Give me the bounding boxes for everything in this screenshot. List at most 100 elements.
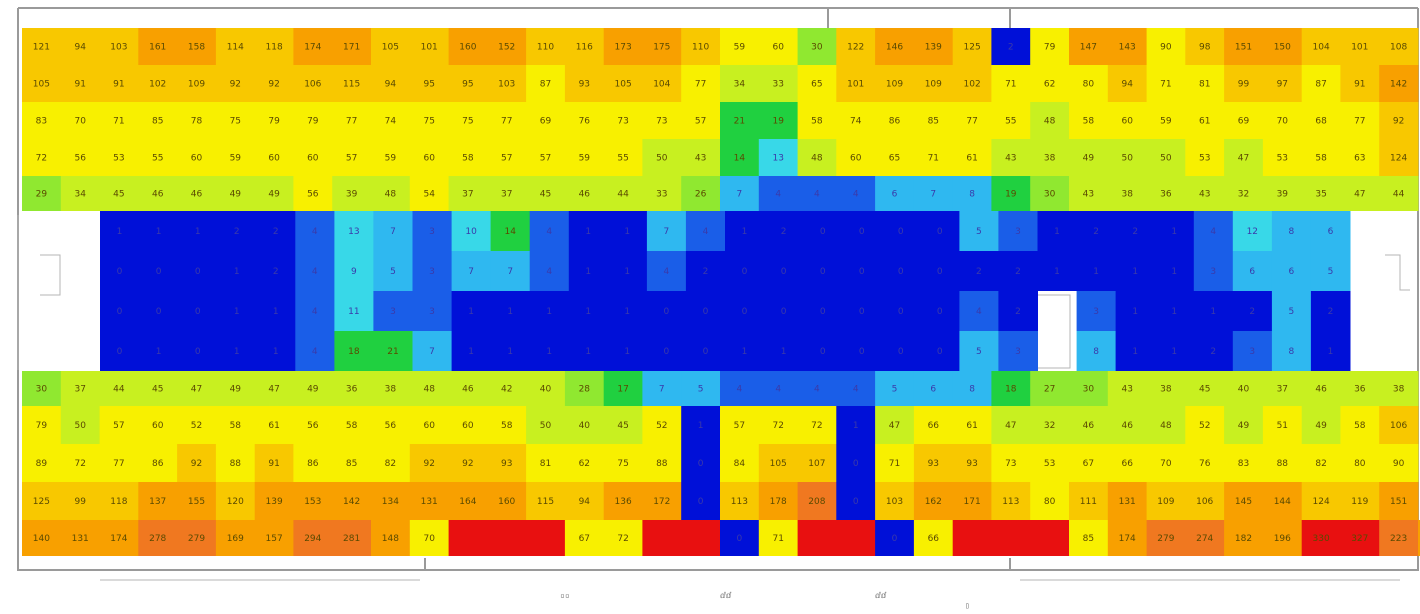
cell-value-label: 75 bbox=[462, 117, 473, 127]
heatmap-cell bbox=[1185, 28, 1225, 65]
cell-value-label: 1 bbox=[624, 307, 630, 317]
cell-value-label: 109 bbox=[1157, 497, 1174, 507]
heatmap-cell bbox=[1379, 406, 1419, 444]
heatmap-cell bbox=[60, 65, 101, 102]
heatmap-cell bbox=[334, 251, 374, 291]
heatmap-cell bbox=[1232, 251, 1273, 291]
cell-value-label: 11 bbox=[348, 307, 359, 317]
heatmap-cell bbox=[99, 482, 139, 520]
cell-value-label: 5 bbox=[390, 267, 396, 277]
cell-value-label: 121 bbox=[33, 43, 50, 53]
cell-value-label: 71 bbox=[889, 459, 900, 469]
heatmap-cell bbox=[448, 28, 488, 65]
cell-value-label: 88 bbox=[656, 459, 668, 469]
heatmap-cell bbox=[603, 520, 643, 556]
heatmap-cell bbox=[99, 371, 139, 406]
cell-value-label: 33 bbox=[656, 190, 667, 200]
cell-value-label: 82 bbox=[385, 459, 396, 469]
heatmap-cell bbox=[642, 520, 682, 556]
cell-value-label: 53 bbox=[1277, 154, 1288, 164]
cell-value-label: 0 bbox=[820, 267, 826, 277]
heatmap-cell bbox=[215, 102, 256, 139]
heatmap-cell bbox=[529, 251, 570, 291]
heatmap-cell bbox=[842, 211, 882, 251]
heatmap-cell bbox=[254, 482, 294, 520]
cell-value-label: 44 bbox=[113, 385, 125, 395]
heatmap-cell bbox=[1340, 102, 1380, 139]
cell-value-label: 1 bbox=[273, 347, 279, 357]
cell-value-label: 59 bbox=[230, 154, 242, 164]
heatmap-cell bbox=[293, 406, 333, 444]
heatmap-cell bbox=[371, 482, 411, 520]
cell-value-label: 91 bbox=[1354, 80, 1365, 90]
cell-value-label: 65 bbox=[811, 80, 822, 90]
heatmap-cell bbox=[138, 482, 178, 520]
cell-value-label: 66 bbox=[1121, 459, 1133, 469]
heatmap-cell bbox=[603, 28, 643, 65]
cell-value-label: 66 bbox=[928, 421, 940, 431]
cell-value-label: 4 bbox=[976, 307, 982, 317]
cell-value-label: 124 bbox=[1313, 497, 1330, 507]
heatmap-cell bbox=[487, 444, 527, 482]
heatmap-cell bbox=[254, 444, 294, 482]
heatmap-cell bbox=[1107, 406, 1148, 444]
heatmap-cell bbox=[603, 139, 643, 176]
cell-value-label: 8 bbox=[969, 190, 975, 200]
cell-value-label: 84 bbox=[734, 459, 746, 469]
heatmap-cell bbox=[60, 139, 101, 176]
cell-value-label: 38 bbox=[1160, 385, 1172, 395]
cell-value-label: 26 bbox=[695, 190, 707, 200]
heatmap-cell bbox=[952, 406, 992, 444]
heatmap-cell bbox=[568, 331, 609, 371]
cell-value-label: 92 bbox=[191, 459, 202, 469]
cell-value-label: 36 bbox=[1354, 385, 1366, 395]
cell-value-label: 45 bbox=[617, 421, 628, 431]
heatmap-cell bbox=[842, 251, 882, 291]
cell-value-label: 57 bbox=[695, 117, 706, 127]
cell-value-label: 69 bbox=[1238, 117, 1250, 127]
cell-value-label: 1 bbox=[273, 307, 279, 317]
heatmap-cell bbox=[254, 102, 294, 139]
heatmap-cell bbox=[803, 331, 843, 371]
cell-value-label: 1 bbox=[156, 347, 162, 357]
cell-value-label: 1 bbox=[1210, 307, 1216, 317]
heatmap-cell bbox=[881, 211, 921, 251]
cell-value-label: 1 bbox=[468, 307, 474, 317]
heatmap-cell bbox=[836, 406, 876, 444]
heatmap-cell bbox=[836, 520, 876, 556]
cell-value-label: 144 bbox=[1274, 497, 1291, 507]
heatmap-cell bbox=[371, 176, 411, 211]
cell-value-label: 6 bbox=[930, 385, 936, 395]
heatmap-cell bbox=[448, 520, 488, 556]
heatmap-cell bbox=[913, 444, 954, 482]
cell-value-label: 79 bbox=[36, 421, 48, 431]
cell-value-label: 60 bbox=[423, 154, 435, 164]
heatmap-cell bbox=[178, 331, 218, 371]
cell-value-label: 88 bbox=[230, 459, 242, 469]
heatmap-cell bbox=[642, 28, 682, 65]
heatmap-cell bbox=[100, 251, 140, 291]
heatmap-cell bbox=[215, 444, 256, 482]
heatmap-cell bbox=[803, 211, 843, 251]
cell-value-label: 3 bbox=[1015, 347, 1021, 357]
cell-value-label: 0 bbox=[937, 227, 943, 237]
cell-value-label: 86 bbox=[889, 117, 901, 127]
heatmap-cell bbox=[254, 520, 294, 556]
heatmap-cell bbox=[60, 371, 101, 406]
heatmap-cell bbox=[1379, 482, 1419, 520]
heatmap-cell bbox=[138, 444, 178, 482]
heatmap-cell bbox=[1115, 291, 1156, 331]
heatmap-cell bbox=[1030, 176, 1070, 211]
heatmap-cell bbox=[842, 331, 882, 371]
cell-value-label: 2 bbox=[1210, 347, 1216, 357]
heatmap-cell bbox=[764, 211, 804, 251]
cell-value-label: 93 bbox=[966, 459, 977, 469]
heatmap-cell bbox=[412, 291, 453, 331]
heatmap-cell bbox=[913, 28, 954, 65]
heatmap-cell bbox=[797, 28, 837, 65]
heatmap-cell bbox=[1154, 251, 1195, 291]
heatmap-cell bbox=[959, 291, 999, 331]
heatmap-cell bbox=[409, 28, 450, 65]
cell-value-label: 2 bbox=[234, 227, 240, 237]
heatmap-cell bbox=[564, 65, 605, 102]
